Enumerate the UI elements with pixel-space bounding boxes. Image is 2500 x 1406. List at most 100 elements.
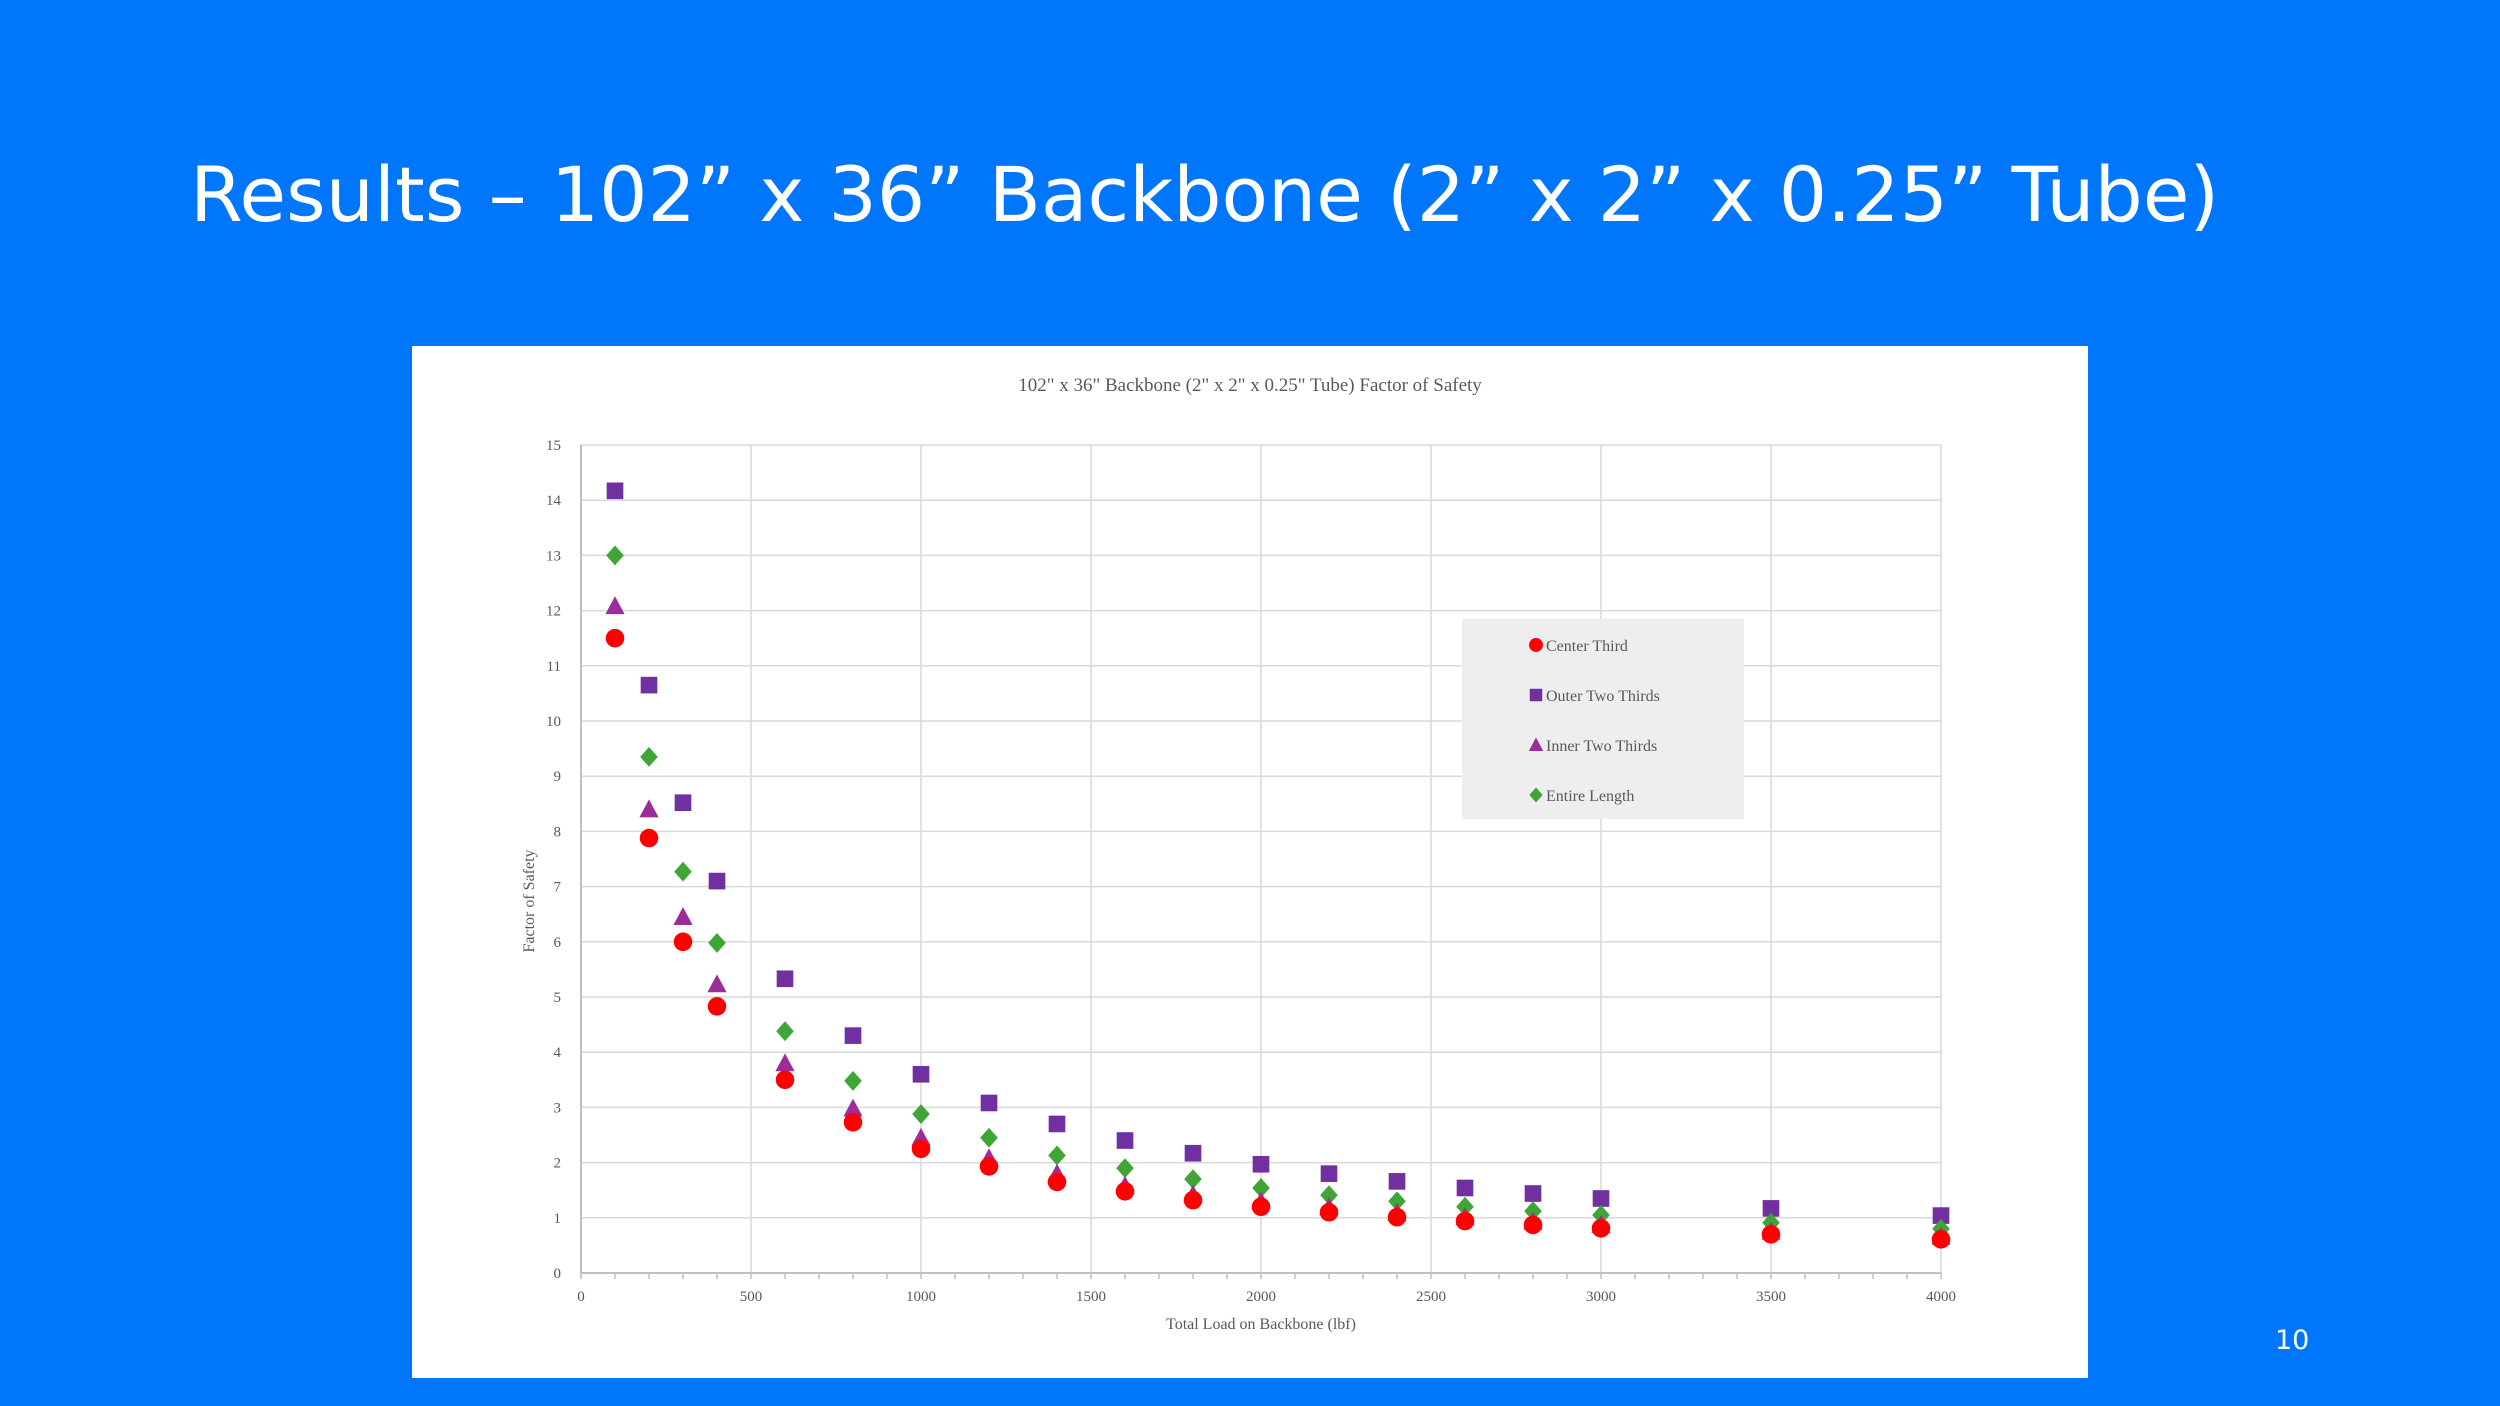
x-tick-label: 3500 [1756, 1289, 1786, 1305]
data-point-outer-two-thirds [606, 482, 624, 500]
x-tick-label: 2500 [1416, 1289, 1446, 1305]
slide-title: Results – 102” x 36” Backbone (2” x 2” x… [190, 150, 2220, 239]
data-point-center-third [775, 1070, 795, 1090]
x-tick-label: 500 [740, 1289, 763, 1305]
data-point-center-third [1319, 1203, 1339, 1222]
series-inner-two-thirds [605, 596, 1951, 1245]
data-point-outer-two-thirds [1320, 1165, 1338, 1182]
data-point-outer-two-thirds [776, 970, 794, 988]
legend-label-entire-length: Entire Length [1546, 788, 1634, 805]
data-point-outer-two-thirds [1388, 1173, 1406, 1190]
data-series [605, 482, 1951, 1249]
data-point-outer-two-thirds [1762, 1200, 1780, 1217]
data-point-center-third [1761, 1225, 1781, 1244]
data-point-inner-two-thirds [673, 907, 693, 925]
data-point-center-third [1183, 1190, 1203, 1210]
legend-marker-outer-two-thirds [1529, 688, 1543, 702]
data-point-center-third [1455, 1211, 1475, 1231]
data-point-entire-length [708, 932, 726, 953]
data-point-center-third [1591, 1219, 1611, 1238]
data-point-center-third [843, 1113, 863, 1132]
data-point-center-third [911, 1139, 931, 1159]
data-point-outer-two-thirds [674, 794, 692, 812]
axes [580, 445, 1942, 1279]
data-point-center-third [1523, 1215, 1543, 1235]
gridlines [581, 444, 1942, 1273]
series-outer-two-thirds [606, 482, 1950, 1224]
data-point-center-third [1115, 1182, 1135, 1201]
x-tick-label: 1500 [1076, 1289, 1106, 1305]
y-tick-label: 14 [546, 493, 562, 509]
data-point-center-third [707, 997, 727, 1016]
y-tick-label: 15 [546, 438, 561, 454]
data-point-entire-length [1252, 1178, 1270, 1198]
data-point-center-third [1931, 1230, 1951, 1249]
x-axis-label: Total Load on Backbone (lbf) [1166, 1316, 1356, 1333]
series-entire-length [606, 545, 1950, 1239]
legend-label-outer-two-thirds: Outer Two Thirds [1546, 688, 1660, 705]
data-point-entire-length [1592, 1205, 1610, 1225]
data-point-entire-length [844, 1070, 862, 1091]
data-point-outer-two-thirds [980, 1094, 998, 1112]
data-point-outer-two-thirds [640, 676, 658, 694]
data-point-center-third [605, 628, 625, 648]
data-point-outer-two-thirds [912, 1065, 930, 1083]
x-tick-label: 2000 [1246, 1289, 1276, 1305]
y-tick-label: 12 [546, 604, 561, 620]
scatter-chart: 102" x 36" Backbone (2" x 2" x 0.25" Tub… [521, 375, 1956, 1333]
data-point-entire-length [912, 1104, 930, 1124]
y-tick-label: 10 [546, 714, 561, 730]
y-axis-label: Factor of Safety [521, 849, 538, 952]
y-tick-label: 9 [554, 769, 562, 785]
data-point-center-third [1047, 1172, 1067, 1192]
data-point-entire-length [1184, 1169, 1202, 1190]
y-tick-label: 1 [554, 1211, 562, 1227]
data-point-entire-length [1116, 1158, 1134, 1179]
data-point-outer-two-thirds [708, 872, 726, 890]
y-tick-label: 8 [554, 824, 562, 840]
data-point-outer-two-thirds [844, 1027, 862, 1044]
data-point-entire-length [1320, 1185, 1338, 1206]
data-point-entire-length [1048, 1145, 1066, 1166]
data-point-outer-two-thirds [1048, 1115, 1066, 1133]
legend-marker-inner-two-thirds [1528, 737, 1544, 751]
data-point-entire-length [1456, 1196, 1474, 1217]
legend-box [1462, 619, 1744, 819]
data-point-outer-two-thirds [1184, 1144, 1202, 1162]
data-point-inner-two-thirds [605, 596, 625, 615]
legend-marker-entire-length [1529, 787, 1543, 803]
chart-title: 102" x 36" Backbone (2" x 2" x 0.25" Tub… [1018, 375, 1482, 396]
data-point-outer-two-thirds [1456, 1179, 1474, 1197]
data-point-entire-length [640, 746, 658, 767]
legend: Center Third Outer Two Thirds Inner Two Th… [1462, 619, 1744, 819]
x-tick-label: 3000 [1586, 1289, 1616, 1305]
legend-label-inner-two-thirds: Inner Two Thirds [1546, 738, 1657, 755]
data-point-center-third [639, 828, 659, 848]
data-point-entire-length [1388, 1191, 1406, 1212]
y-tick-label: 13 [546, 548, 561, 564]
data-point-outer-two-thirds [1524, 1185, 1542, 1202]
data-point-entire-length [674, 861, 692, 882]
data-point-inner-two-thirds [707, 974, 727, 993]
data-point-inner-two-thirds [775, 1053, 795, 1072]
y-tick-label: 7 [554, 880, 562, 896]
data-point-center-third [1251, 1197, 1271, 1217]
y-tick-label: 3 [554, 1100, 562, 1116]
data-point-outer-two-thirds [1116, 1132, 1134, 1149]
data-point-entire-length [980, 1127, 998, 1148]
data-point-entire-length [1524, 1201, 1542, 1222]
data-point-outer-two-thirds [1252, 1155, 1270, 1173]
legend-marker-center-third [1529, 638, 1543, 652]
data-point-entire-length [776, 1021, 794, 1042]
data-point-center-third [979, 1157, 999, 1176]
data-point-entire-length [606, 545, 624, 566]
data-point-center-third [1387, 1207, 1407, 1227]
y-tick-label: 0 [554, 1266, 562, 1282]
y-tick-label: 11 [547, 659, 561, 675]
series-center-third [605, 628, 1951, 1249]
data-point-inner-two-thirds [639, 799, 659, 818]
page-number: 10 [2275, 1325, 2310, 1356]
y-tick-label: 5 [554, 990, 562, 1006]
legend-label-center-third: Center Third [1546, 638, 1628, 655]
